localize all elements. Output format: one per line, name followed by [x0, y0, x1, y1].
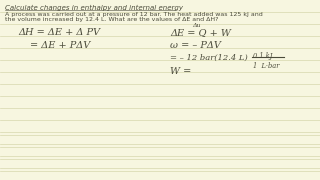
- Text: Δu: Δu: [192, 23, 201, 28]
- Text: ΔH = ΔE + Δ PV: ΔH = ΔE + Δ PV: [18, 28, 100, 37]
- Text: W =: W =: [170, 67, 191, 76]
- Text: ω = – PΔV: ω = – PΔV: [170, 41, 221, 50]
- Text: A process was carried out at a pressure of 12 bar. The heat added was 125 kJ and: A process was carried out at a pressure …: [5, 12, 263, 17]
- Text: ΔE = Q + W: ΔE = Q + W: [170, 28, 231, 37]
- Text: 0.1 kJ: 0.1 kJ: [253, 52, 272, 60]
- Text: the volume increased by 12.4 L. What are the values of ΔE and ΔH?: the volume increased by 12.4 L. What are…: [5, 17, 219, 22]
- Text: 1  L·bar: 1 L·bar: [253, 62, 279, 70]
- Text: = ΔE + PΔV: = ΔE + PΔV: [30, 41, 90, 50]
- Text: = – 12 bar(12.4 L): = – 12 bar(12.4 L): [170, 54, 248, 62]
- Text: Calculate changes in enthalpy and internal energy: Calculate changes in enthalpy and intern…: [5, 5, 183, 11]
